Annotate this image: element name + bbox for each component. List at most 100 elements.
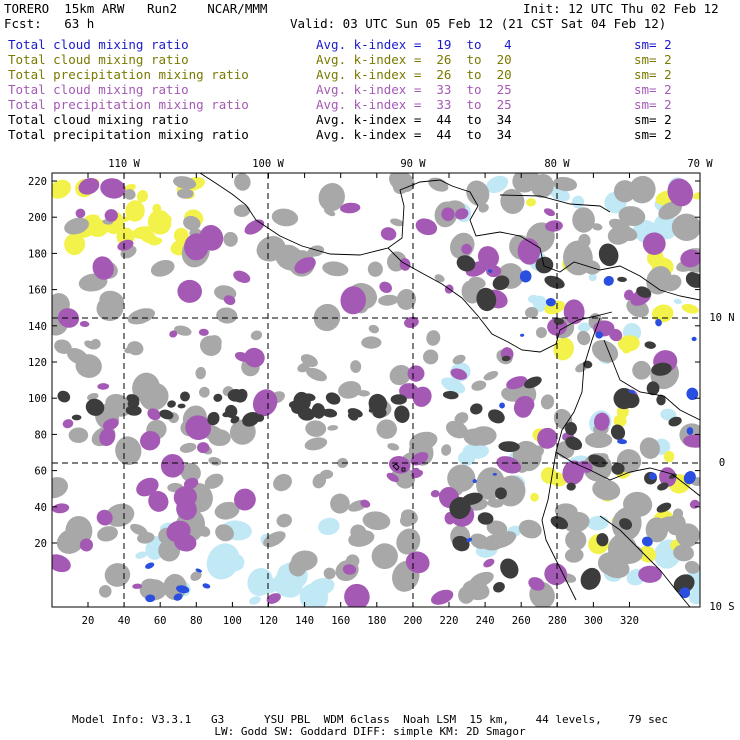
gray-cloud-area	[137, 532, 155, 544]
purple-precip-area	[667, 178, 694, 207]
dark-core	[492, 275, 510, 291]
purple-precip-area	[340, 286, 367, 315]
gray-cloud-area	[74, 518, 90, 531]
purple-precip-area	[344, 583, 370, 607]
x-tick-label: 320	[620, 615, 639, 627]
purple-precip-area	[132, 583, 143, 589]
itcz-dark-core	[159, 409, 174, 420]
purple-precip-area	[79, 538, 94, 552]
itcz-dark-core	[470, 403, 483, 415]
purple-precip-area	[183, 477, 199, 489]
legend-sm: sm= 2	[634, 67, 672, 82]
dark-core	[524, 376, 542, 389]
gray-cloud-area	[486, 520, 508, 536]
itcz-dark-core	[372, 407, 387, 419]
gray-cloud-area	[105, 393, 132, 417]
purple-precip-area	[52, 503, 70, 514]
gray-cloud-area	[123, 189, 136, 200]
gray-cloud-area	[250, 330, 263, 341]
purple-precip-area	[543, 208, 556, 217]
itcz-dark-core	[230, 416, 240, 424]
purple-precip-area	[100, 178, 126, 199]
purple-precip-area	[198, 328, 209, 336]
purple-precip-area	[244, 219, 265, 235]
blue-core	[683, 471, 696, 485]
purple-precip-area	[430, 490, 440, 498]
legend-index: Avg. k-index = 33 to 25	[316, 82, 512, 97]
purple-precip-area	[102, 418, 119, 431]
gray-cloud-area	[490, 531, 517, 549]
itcz-dark-core	[71, 414, 82, 421]
purple-precip-area	[185, 415, 212, 441]
gray-cloud-area	[288, 558, 307, 577]
gray-cloud-area	[496, 475, 526, 507]
yellow-area	[64, 235, 85, 254]
gray-cloud-area	[629, 175, 656, 204]
gray-cloud-area	[466, 180, 490, 206]
gray-cloud-area	[469, 571, 494, 588]
dark-core	[668, 416, 682, 427]
gray-cloud-area	[623, 491, 653, 517]
purple-precip-area	[455, 208, 469, 220]
purple-precip-area	[184, 233, 209, 261]
gray-cloud-area	[64, 217, 89, 235]
legend-sm: sm= 2	[634, 37, 672, 52]
itcz-dark-core	[207, 411, 220, 426]
border-peru-brazil	[599, 515, 691, 607]
light-blue-area	[318, 517, 340, 536]
dark-core	[623, 393, 640, 409]
gray-cloud-area	[350, 360, 362, 373]
gray-cloud-area	[671, 213, 700, 241]
yellow-area	[525, 198, 536, 207]
dark-core	[617, 276, 627, 282]
light-blue-area	[206, 543, 240, 580]
gray-cloud-area	[618, 206, 646, 227]
plot-frame	[51, 172, 701, 608]
itcz-dark-core	[394, 405, 410, 424]
gray-cloud-area	[518, 519, 542, 539]
yellow-area	[681, 303, 699, 314]
yellow-area	[530, 492, 539, 502]
dark-core	[669, 473, 677, 479]
purple-precip-area	[379, 281, 392, 293]
gray-cloud-area	[190, 571, 202, 581]
right-latitude-label: 10 N	[709, 312, 734, 324]
border-andes	[603, 339, 700, 421]
legend-index: Avg. k-index = 19 to 4	[316, 37, 512, 52]
legend-sm: sm= 2	[634, 97, 672, 112]
blue-core	[472, 479, 477, 484]
yellow-area	[638, 545, 657, 563]
blue-core	[520, 333, 525, 337]
gray-cloud-area	[607, 534, 638, 566]
yellow-area	[663, 450, 675, 463]
purple-precip-area	[545, 220, 563, 232]
legend-name: Total precipitation mixing ratio	[8, 127, 249, 142]
blue-core	[679, 587, 691, 599]
purple-precip-area	[506, 376, 528, 390]
purple-precip-area	[244, 347, 265, 368]
gray-cloud-area	[577, 330, 591, 346]
dark-core	[673, 574, 695, 594]
blue-core	[176, 585, 190, 594]
blue-core	[628, 389, 636, 394]
gray-cloud-area	[387, 443, 400, 451]
itcz-dark-core	[442, 390, 459, 400]
x-tick-label: 220	[440, 615, 459, 627]
purple-precip-area	[642, 232, 666, 255]
dark-core	[656, 502, 672, 513]
gray-cloud-area	[312, 473, 327, 489]
dark-core	[461, 492, 483, 505]
yellow-area	[157, 221, 167, 229]
gray-cloud-area	[306, 367, 327, 382]
dark-core	[588, 454, 607, 468]
purple-precip-area	[96, 509, 113, 526]
light-blue-area	[247, 567, 274, 596]
purple-precip-area	[537, 427, 558, 449]
gray-cloud-area	[501, 386, 522, 402]
gray-cloud-area	[318, 183, 345, 212]
itcz-dark-core	[347, 412, 359, 421]
purple-precip-area	[407, 365, 425, 382]
purple-precip-area	[513, 398, 533, 418]
light-blue-area	[249, 596, 261, 605]
x-tick-label: 40	[118, 615, 131, 627]
